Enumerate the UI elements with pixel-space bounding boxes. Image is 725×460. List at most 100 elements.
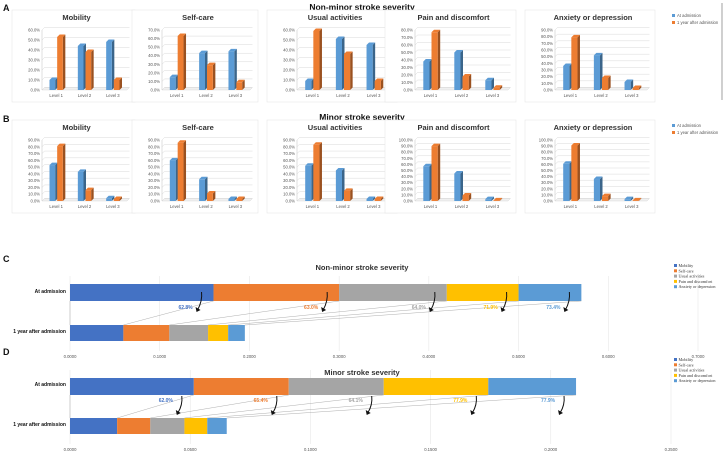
bar-top [207, 62, 216, 66]
bar-a-pain-admission-2 [454, 52, 461, 90]
bar-top [177, 33, 187, 36]
y-tick-label: 20.0% [28, 68, 40, 73]
y-tick-label: 40.0% [283, 48, 295, 53]
chart-frame [524, 119, 656, 214]
segment-admission-usual-activities [288, 378, 384, 395]
bar-b-usual-one-year-3 [374, 198, 381, 201]
segment-one-year-pain-and-discomfort [208, 325, 229, 341]
legend-label-pain-and-discomfort: Pain and discomfort [679, 373, 714, 378]
reduction-arrowhead [195, 307, 201, 312]
bar-top [313, 142, 322, 145]
bar-b-pain-one-year-2 [462, 195, 469, 201]
y-tick-label: 50.0% [28, 165, 40, 170]
reduction-arrowhead [175, 410, 181, 415]
y-tick-label: 0.0% [150, 199, 160, 204]
y-tick-label: 20.0% [401, 73, 413, 78]
gridline-side [414, 49, 418, 53]
gridline-side [554, 155, 558, 159]
x-tick-label: 0.0000 [64, 354, 77, 359]
y-tick-label: 30.0% [541, 180, 553, 185]
segment-admission-anxiety-or-depression [518, 284, 582, 301]
gridline-side [41, 171, 45, 175]
bar-top [374, 196, 384, 199]
y-tick-label: 20.0% [148, 70, 160, 75]
gridline-side [554, 60, 558, 64]
bar-side-1-year-after-admission [437, 143, 441, 201]
x-tick-label: 0.1000 [304, 447, 317, 452]
bar-b-anxiety-admission-2 [593, 179, 600, 201]
legend-label-self-care: Self-care [679, 268, 694, 273]
x-tick-label: 0.2500 [665, 447, 678, 452]
y-tick-label: 40.0% [401, 58, 413, 63]
bar-top [423, 59, 432, 62]
y-tick-label: 40.0% [148, 53, 160, 58]
bar-side-at-admission [491, 196, 494, 201]
y-tick-label: 10.0% [28, 192, 40, 197]
y-tick-label: 10.0% [541, 192, 553, 197]
y-tick-label: 90.0% [148, 138, 160, 143]
y-tick-label: 10.0% [28, 78, 40, 83]
bar-top [313, 28, 322, 31]
bar-top [106, 195, 115, 199]
bar-side-1-year-after-admission [119, 196, 122, 201]
gridline-side [296, 137, 300, 141]
y-tick-label: 90.0% [541, 144, 553, 149]
x-tick-label: Level 2 [336, 204, 350, 209]
gridline-side [161, 198, 165, 202]
bar-a-mobility-admission-3 [106, 42, 112, 90]
x-tick-label: Level 2 [78, 93, 92, 98]
connector-line [184, 394, 384, 419]
x-tick-label: Level 2 [78, 204, 92, 209]
gridline-side [161, 157, 165, 161]
gridline-side [161, 61, 165, 65]
gridline-side [41, 77, 45, 81]
gridline-side [296, 164, 300, 168]
bar-side-1-year-after-admission [468, 193, 472, 201]
y-tick-label: 0.0% [285, 199, 295, 204]
legend-swatch-admission [672, 124, 675, 127]
x-tick-label: Level 2 [199, 93, 213, 98]
y-tick-label: 20.0% [541, 74, 553, 79]
legend-label-self-care: Self-care [679, 362, 694, 367]
bar-side-at-admission [55, 162, 58, 201]
reduction-arrow [502, 291, 508, 311]
legend-swatch-self-care [674, 363, 677, 367]
gridline-side [41, 57, 45, 61]
y-tick-label: 40.0% [148, 171, 160, 176]
bar-a-pain-admission-1 [423, 61, 430, 90]
reduction-arrow [272, 395, 278, 414]
reduction-arrowhead [500, 307, 506, 312]
y-tick-label: 80.0% [401, 28, 413, 33]
gridline-side [554, 192, 558, 196]
y-tick-label: 50.0% [401, 50, 413, 55]
connector-line [123, 300, 214, 326]
bar-top [106, 39, 115, 42]
y-tick-label: 10.0% [541, 81, 553, 86]
reduction-label: 62.0% [159, 398, 174, 404]
bar-side-at-admission [111, 195, 115, 201]
legend-label-mobility: Mobility [679, 263, 695, 268]
bar-chart-a-selfcare: Self-care 0.0% 10.0% 20.0% 30.0% 40.0% 50.0% 60… [131, 9, 259, 103]
x-tick-label: Level 1 [424, 93, 438, 98]
bar-b-usual-admission-1 [305, 165, 312, 201]
bar-b-selfcare-admission-2 [199, 179, 205, 201]
gridline-side [161, 44, 165, 48]
bar-a-selfcare-one-year-3 [236, 82, 243, 90]
x-tick-label: Level 1 [424, 204, 438, 209]
bar-b-usual-one-year-1 [313, 144, 320, 201]
y-tick-label: 20.0% [283, 185, 295, 190]
gridline-side [296, 47, 300, 51]
reduction-arrow [559, 395, 565, 414]
bar-top [632, 197, 642, 201]
reduction-arrow [322, 291, 328, 311]
y-tick-label: 90.0% [541, 28, 553, 33]
gridline-side [41, 150, 45, 154]
legend-label-one-year: 1 year after admission [677, 20, 719, 25]
bar-side-1-year-after-admission [638, 197, 642, 201]
legend-swatch-usual-activities [674, 368, 677, 372]
stacked-chart-d: Minor stroke severity 0.0000 0.0500 0.1000 0… [13, 357, 716, 452]
bar-top [335, 168, 345, 171]
x-tick-label: Level 1 [170, 204, 184, 209]
y-tick-label: 80.0% [28, 144, 40, 149]
bar-a-selfcare-one-year-1 [177, 36, 184, 90]
